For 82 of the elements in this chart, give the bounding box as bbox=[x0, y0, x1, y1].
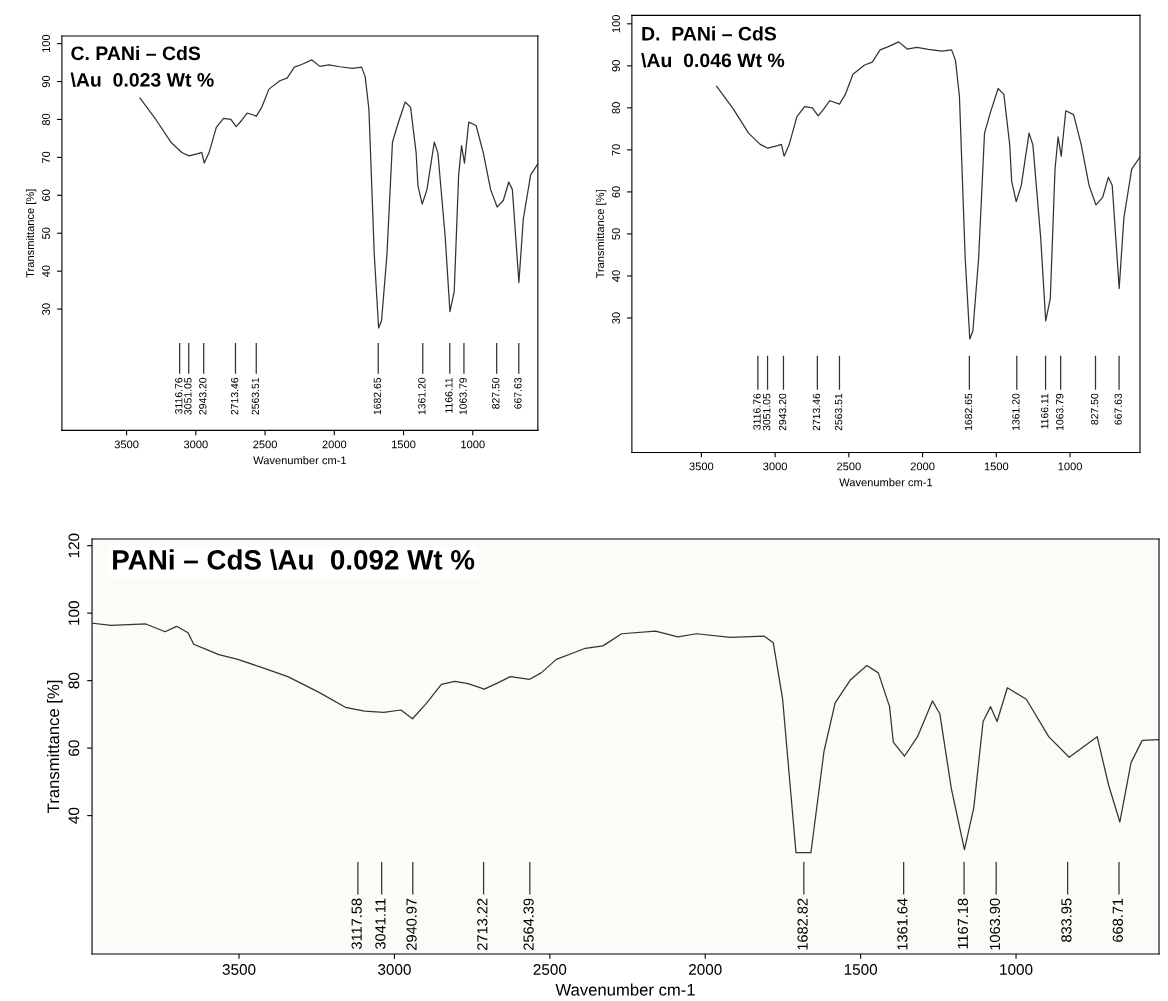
chart-title: PANi – CdS \Au 0.092 Wt % bbox=[113, 549, 475, 570]
y-tick-label: 100 bbox=[42, 34, 50, 53]
x-tick-label: 2500 bbox=[253, 440, 277, 449]
ref-line-label: 668.71 bbox=[1112, 898, 1123, 942]
ref-line-label: 2713.22 bbox=[477, 898, 488, 950]
x-tick-label: 3500 bbox=[689, 462, 714, 471]
ref-line-label: 1166.11 bbox=[445, 377, 453, 413]
ref-line-label: 1361.20 bbox=[418, 377, 426, 415]
ref-line-label: 2943.20 bbox=[199, 377, 207, 415]
x-tick-label: 1000 bbox=[1058, 462, 1082, 471]
ref-line-label: 2713.46 bbox=[812, 393, 821, 431]
ref-line-label: 1682.65 bbox=[964, 393, 973, 431]
ref-line-label: 1063.79 bbox=[459, 377, 467, 415]
ref-line-label: 2563.51 bbox=[251, 377, 260, 415]
y-tick-label: 60 bbox=[68, 740, 80, 756]
ref-line-label: 827.50 bbox=[1090, 393, 1099, 425]
y-tick-label: 120 bbox=[68, 533, 80, 558]
y-tick-label: 100 bbox=[68, 601, 80, 625]
y-axis-title: Transmittance [%] bbox=[595, 190, 607, 279]
text: D. PANi – CdS \Au 0.046 Wt % bbox=[641, 26, 785, 68]
y-tick-label: 80 bbox=[68, 672, 80, 689]
y-tick-label: 80 bbox=[42, 113, 50, 126]
ref-line-label: 1682.82 bbox=[797, 898, 808, 950]
y-tick-label: 50 bbox=[612, 228, 620, 240]
x-tick-label: 2500 bbox=[837, 462, 861, 471]
ref-line-label: 1361.20 bbox=[1012, 393, 1020, 431]
x-axis-title: Wavenumber cm-1 bbox=[839, 478, 933, 487]
y-tick-label: 40 bbox=[612, 270, 620, 282]
y-tick-label: 70 bbox=[612, 144, 620, 156]
ref-line-label: 2943.20 bbox=[778, 393, 787, 431]
x-axis-title: Wavenumber cm-1 bbox=[253, 456, 347, 465]
y-tick-label: 90 bbox=[42, 75, 50, 88]
ref-line-label: 667.63 bbox=[514, 377, 522, 409]
ref-line-label: 1167.18 bbox=[957, 898, 968, 949]
x-tick-label: 1500 bbox=[392, 440, 416, 449]
x-tick-label: 3500 bbox=[222, 964, 256, 975]
y-tick-label: 40 bbox=[68, 807, 80, 824]
x-tick-label: 1000 bbox=[1000, 964, 1033, 975]
y-tick-label: 80 bbox=[612, 102, 620, 114]
ref-line-label: 2564.39 bbox=[523, 898, 534, 950]
x-tick-label: 3000 bbox=[378, 964, 411, 975]
ref-line-label: 2563.51 bbox=[834, 393, 843, 431]
ref-line-label: 3117.58 bbox=[351, 898, 362, 950]
ref-line-label: 3051.05 bbox=[184, 377, 192, 415]
line-series bbox=[92, 622, 1160, 854]
ref-line-label: 2713.46 bbox=[230, 377, 239, 415]
ref-line-label: 833.95 bbox=[1061, 898, 1072, 942]
y-tick-label: 60 bbox=[42, 189, 50, 201]
ref-line-label: 3116.76 bbox=[175, 377, 183, 414]
y-tick-label: 70 bbox=[42, 151, 50, 163]
y-tick-label: 30 bbox=[612, 312, 620, 324]
ref-line-label: 667.63 bbox=[1114, 393, 1122, 425]
ref-line-label: 1063.79 bbox=[1056, 393, 1064, 431]
ref-line-label: 827.50 bbox=[492, 377, 500, 409]
x-tick-label: 3500 bbox=[114, 440, 139, 449]
x-tick-label: 1500 bbox=[984, 462, 1009, 471]
y-tick-label: 90 bbox=[612, 60, 620, 72]
y-axis-title: Transmittance [%] bbox=[46, 680, 63, 813]
x-tick-label: 1000 bbox=[461, 440, 485, 449]
ref-line-label: 1682.65 bbox=[373, 377, 382, 415]
x-tick-label: 2000 bbox=[910, 462, 935, 471]
ref-line-label: 3051.05 bbox=[762, 393, 771, 431]
x-tick-label: 3000 bbox=[183, 440, 208, 449]
ref-line-label: 3041.11 bbox=[375, 898, 386, 950]
x-tick-label: 2000 bbox=[689, 964, 722, 975]
ref-line-label: 2940.97 bbox=[406, 898, 417, 950]
y-tick-label: 50 bbox=[42, 227, 50, 239]
x-axis-title: Wavenumber cm-1 bbox=[555, 983, 695, 996]
y-tick-label: 30 bbox=[42, 303, 50, 315]
x-tick-label: 3000 bbox=[763, 462, 788, 471]
ref-line-label: 1166.11 bbox=[1040, 393, 1049, 429]
y-tick-label: 60 bbox=[612, 186, 620, 198]
x-tick-label: 2500 bbox=[533, 964, 567, 975]
y-axis-title: Transmittance [%] bbox=[25, 189, 37, 278]
y-tick-label: 100 bbox=[612, 14, 620, 33]
x-tick-label: 1500 bbox=[844, 964, 878, 975]
ref-line-label: 1361.64 bbox=[897, 898, 908, 950]
text: C. PANi – CdS \Au 0.023 Wt % bbox=[70, 45, 214, 87]
x-tick-label: 2000 bbox=[322, 440, 347, 449]
ref-line-label: 3116.76 bbox=[753, 393, 761, 430]
y-tick-label: 40 bbox=[42, 265, 50, 278]
ref-line-label: 1063.90 bbox=[989, 898, 1001, 950]
